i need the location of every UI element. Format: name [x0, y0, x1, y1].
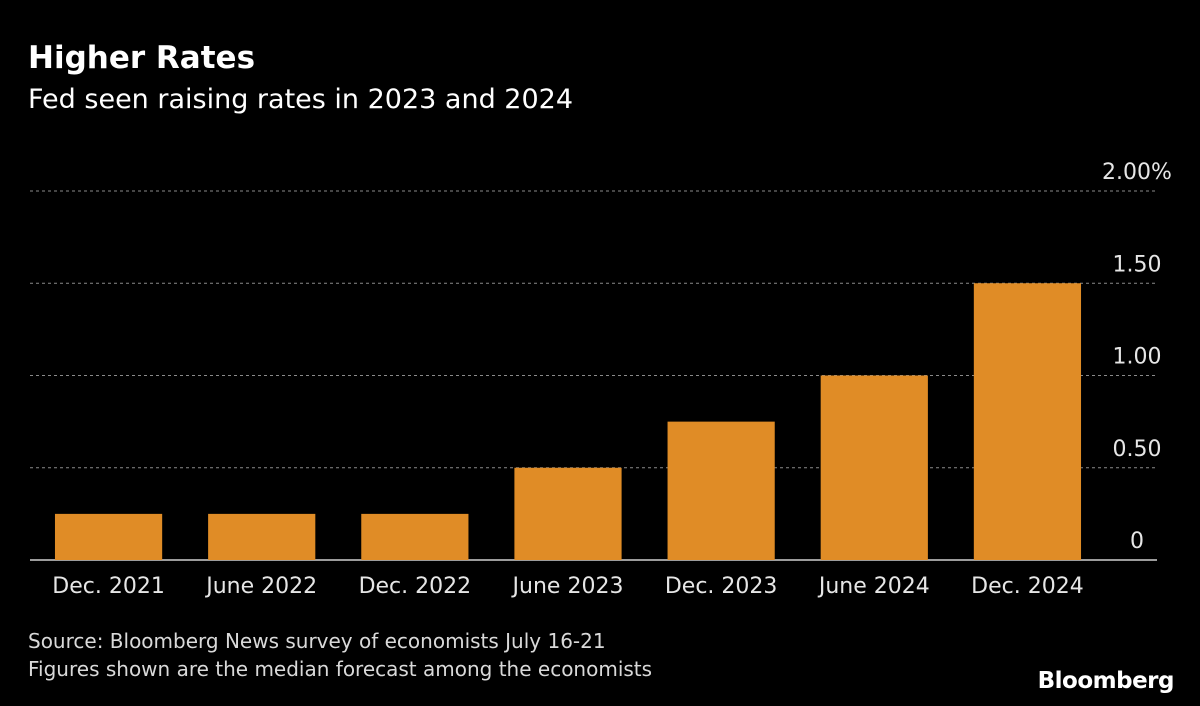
y-tick-label: 0.50 [1113, 437, 1162, 462]
bar [54, 513, 163, 560]
bar [514, 467, 622, 560]
bloomberg-logo: Bloomberg [1037, 668, 1175, 694]
y-tick-label: 1.50 [1113, 252, 1162, 277]
x-tick-label: Dec. 2021 [52, 574, 165, 599]
chart-subtitle: Fed seen raising rates in 2023 and 2024 [28, 84, 573, 115]
bar [820, 375, 928, 560]
chart-title: Higher Rates [28, 40, 256, 76]
figures-note: Figures shown are the median forecast am… [28, 657, 653, 681]
bar [208, 513, 316, 560]
x-tick-label: Dec. 2024 [971, 574, 1084, 599]
x-tick-label: June 2023 [511, 574, 624, 599]
bar [361, 513, 469, 560]
x-tick-label: Dec. 2023 [665, 574, 778, 599]
y-tick-labels: 0 0.50 1.00 1.50 2.00% [1102, 160, 1172, 554]
y-tick-label: 0 [1130, 529, 1144, 554]
bar [667, 421, 775, 560]
x-tick-labels: Dec. 2021 June 2022 Dec. 2022 June 2023 Dec.… [52, 574, 1083, 599]
y-tick-label: 1.00 [1113, 345, 1162, 370]
x-tick-label: Dec. 2022 [359, 574, 472, 599]
bar [973, 283, 1082, 560]
x-tick-label: June 2024 [817, 574, 930, 599]
source-note: Source: Bloomberg News survey of economi… [28, 629, 606, 653]
y-tick-label: 2.00% [1102, 160, 1172, 185]
x-tick-label: June 2022 [204, 574, 317, 599]
bars [54, 283, 1082, 560]
bar-chart: 00.501.001.502.00% Dec. 2021 June 2022 Dec… [30, 160, 1172, 599]
